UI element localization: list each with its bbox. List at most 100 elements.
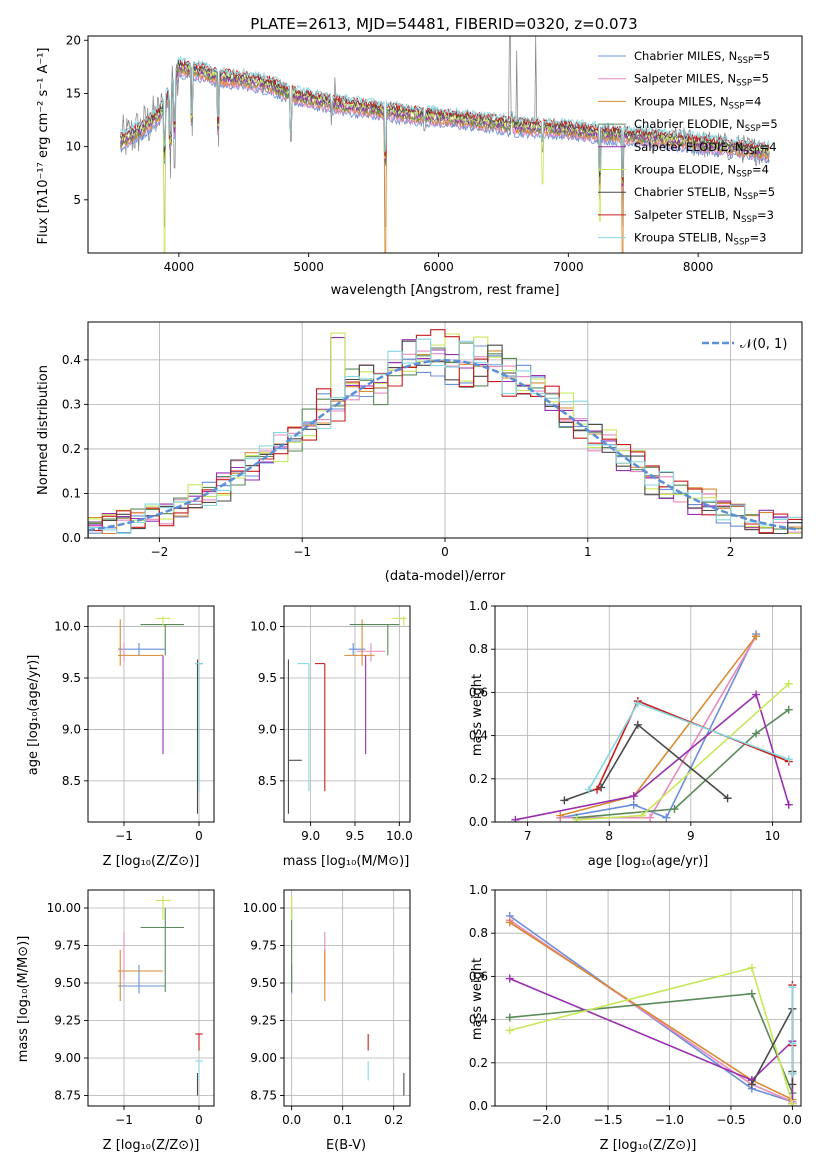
hist-series-salpeter-stelib (88, 329, 802, 538)
legend-label: Kroupa MILES, NSSP=4 (634, 94, 761, 111)
y-tick-label: 0.8 (469, 926, 488, 940)
legend-rest: =3 (749, 231, 766, 245)
y-tick-label: 10.0 (250, 620, 277, 634)
y-tick-label: 9.00 (54, 1051, 81, 1065)
legend-label: Salpeter MILES, NSSP=5 (634, 72, 769, 89)
legend-rest: =5 (761, 117, 778, 131)
weight-vs-age-ylabel: mass weight (470, 674, 485, 756)
x-tick-label: 9 (687, 829, 695, 843)
weight-vs-age-panel: 7 8 9 10 0.0 0.2 0.4 0.6 0.8 1.0 age [log₁₀(age/y… (469, 599, 802, 869)
y-tick-label: 9.50 (250, 976, 277, 990)
legend-rest: =3 (757, 208, 774, 222)
y-tick-label: 10 (66, 140, 81, 154)
weight-marker (505, 918, 514, 927)
y-tick-label: 0.2 (469, 1056, 488, 1070)
legend-rest: =4 (752, 163, 769, 177)
x-tick-label: 7000 (553, 260, 584, 274)
plot-area (287, 616, 407, 814)
y-tick-label: 0.6 (469, 685, 488, 699)
y-tick-label: 0.4 (469, 1013, 488, 1027)
legend-rest: =4 (760, 140, 777, 154)
weight-marker (637, 811, 646, 820)
y-tick-label: 5 (73, 193, 81, 207)
weight-marker (646, 813, 655, 822)
y-tick-label: 10.0 (54, 620, 81, 634)
x-tick-label: 7 (524, 829, 532, 843)
x-tick-label: 5000 (293, 260, 324, 274)
spectrum-xlabel: wavelength [Angstrom, rest frame] (331, 283, 560, 298)
age-vs-Z-panel: −1 0 8.5 9.0 9.5 10.0 Z [log₁₀(Z/Z⊙)] age [lo… (26, 605, 215, 869)
legend-rest: =5 (758, 185, 775, 199)
axes-frame (87, 889, 215, 1107)
plot-area (291, 896, 405, 1096)
x-tick-label: 10 (765, 829, 780, 843)
x-tick-label: −1 (293, 545, 311, 559)
legend-label: Salpeter STELIB, NSSP=3 (634, 208, 774, 225)
axes-frame (87, 605, 215, 823)
weight-marker (752, 632, 761, 641)
weight-marker (788, 983, 797, 992)
legend-sub: SSP (729, 101, 745, 111)
y-tick-label: 8.75 (54, 1089, 81, 1103)
x-tick-label: −1.5 (593, 1113, 622, 1127)
weight-vs-age-xlabel: age [log₁₀(age/yr)] (588, 854, 709, 869)
y-tick-label: 0.4 (62, 353, 81, 367)
y-tick-label: 0.1 (62, 486, 81, 500)
mass-vs-EBV-xlabel: E(B-V) (326, 1138, 366, 1153)
weight-vs-Z-ylabel: mass weight (470, 958, 485, 1040)
x-tick-label: 0.1 (333, 1113, 352, 1127)
x-tick-label: −1.0 (655, 1113, 684, 1127)
weight-vs-Z-xlabel: Z [log₁₀(Z/Z⊙)] (600, 1138, 697, 1153)
legend-label: Kroupa ELODIE, NSSP=4 (634, 163, 769, 180)
axes-frame (283, 889, 411, 1107)
weight-marker (629, 792, 638, 801)
mass-vs-Z-xlabel: Z [log₁₀(Z/Z⊙)] (103, 1138, 200, 1153)
weight-line-salpeter-miles (560, 635, 757, 819)
weight-marker (556, 811, 565, 820)
weight-marker (752, 729, 761, 738)
x-tick-label: 10.0 (386, 829, 413, 843)
weight-line-chabrier-stelib (564, 723, 729, 802)
weight-marker (584, 785, 593, 794)
weight-marker (593, 785, 601, 794)
x-tick-label: 6000 (423, 260, 454, 274)
x-tick-label: 0.0 (282, 1113, 301, 1127)
weight-line-chabrier-miles (509, 915, 794, 1104)
weight-line-kroupa-stelib (588, 702, 790, 790)
plot-area (118, 896, 203, 1096)
weight-marker (505, 1026, 514, 1035)
legend-label: Chabrier ELODIE, NSSP=5 (634, 117, 778, 134)
model-spectrum-salpeter-miles (120, 69, 770, 192)
y-tick-label: 0.0 (62, 531, 81, 545)
plot-area (118, 616, 203, 814)
y-tick-label: 9.75 (250, 939, 277, 953)
axes-frame (87, 35, 803, 254)
mass-vs-Z-ylabel: mass [log₁₀(M/M⊙)] (16, 936, 31, 1063)
x-tick-label: 0.2 (384, 1113, 403, 1127)
legend-label: Kroupa STELIB, NSSP=3 (634, 231, 766, 248)
y-tick-label: 8.5 (62, 774, 81, 788)
x-tick-label: 4000 (164, 260, 195, 274)
histogram-legend-label: 𝒩(0, 1) (740, 337, 787, 352)
y-tick-label: 9.5 (62, 671, 81, 685)
y-tick-label: 0.0 (469, 1099, 488, 1113)
y-tick-label: 0.8 (469, 642, 488, 656)
weight-marker (784, 755, 793, 764)
x-tick-label: 0.0 (783, 1113, 802, 1127)
weight-marker (572, 815, 581, 822)
plot-area (511, 630, 793, 822)
x-tick-label: 2 (727, 545, 735, 559)
histogram-ylabel: Normed distribution (36, 365, 51, 495)
weight-marker (505, 974, 514, 983)
x-tick-label: 9.0 (301, 829, 320, 843)
weight-marker (662, 813, 671, 822)
y-tick-label: 8.5 (258, 774, 277, 788)
y-tick-label: 0.0 (469, 815, 488, 829)
weight-marker (788, 1039, 797, 1048)
model-spectrum-kroupa-stelib (120, 55, 770, 178)
spectrum-panel: 4000 5000 6000 7000 8000 5 10 15 20 wavelength [… (36, 33, 803, 298)
y-tick-label: 0.3 (62, 397, 81, 411)
y-tick-label: 0.6 (469, 969, 488, 983)
y-tick-label: 0.4 (469, 729, 488, 743)
spectrum-legend: Chabrier MILES, NSSP=5 Salpeter MILES, NS… (598, 49, 778, 248)
